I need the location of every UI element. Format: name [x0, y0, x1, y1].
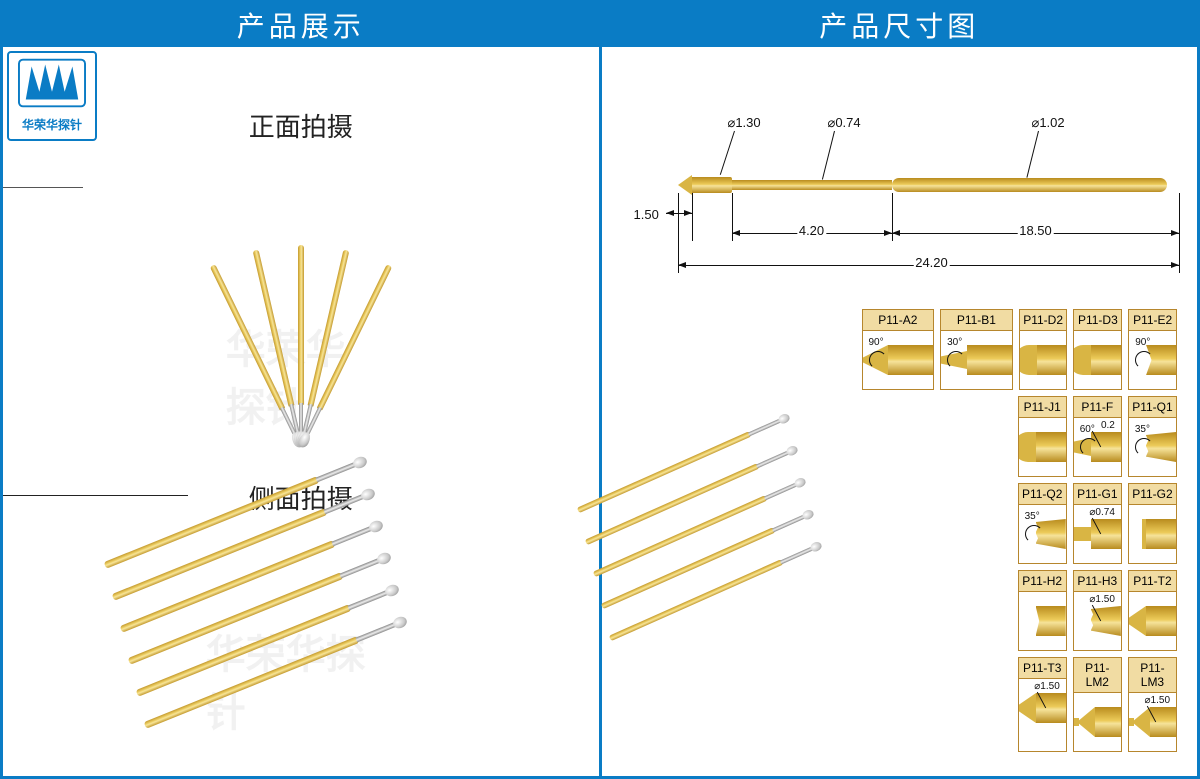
right-header: 产品尺寸图: [602, 3, 1198, 47]
tip-code: P11-Q2: [1019, 484, 1066, 505]
logo-text: 华荣华探针: [13, 116, 91, 133]
tip-cell: P11-F60°0.2: [1073, 396, 1122, 477]
right-body: ⌀1.30 ⌀0.74 ⌀1.02 1.50 4.20 18.50: [602, 47, 1198, 776]
tip-code: P11-A2: [863, 310, 934, 331]
tip-shape: ⌀0.74: [1074, 505, 1121, 563]
tip-code: P11-LM3: [1129, 658, 1176, 693]
tip-cell: P11-LM2: [1073, 657, 1122, 752]
tip-code: P11-T3: [1019, 658, 1066, 679]
left-header: 产品展示: [3, 3, 599, 47]
tip-shape: 35°: [1019, 505, 1066, 563]
tip-shape: [1074, 693, 1121, 751]
dim-tip-len: 1.50: [634, 207, 659, 222]
tip-code: P11-G1: [1074, 484, 1121, 505]
tip-shape: 30°: [941, 331, 1012, 389]
right-column: 产品尺寸图 ⌀1.30 ⌀0.74 ⌀1.02 1.50: [602, 3, 1198, 776]
tip-cell: P11-D3: [1073, 309, 1122, 390]
tip-shape: [1019, 592, 1066, 650]
crown-icon: [18, 57, 86, 109]
brand-logo: 华荣华探针: [7, 51, 97, 141]
dia-barrel: ⌀1.02: [1032, 115, 1065, 131]
tip-shape: [1074, 331, 1121, 389]
probe-fan-front: 华荣华探针: [151, 167, 451, 447]
page-frame: 产品展示 华荣华探针 正面拍摄 华荣华探针 侧面拍摄 华荣华探针 产品尺寸图: [0, 0, 1200, 779]
tip-shape: 90°: [1129, 331, 1176, 389]
tip-cell: P11-H2: [1018, 570, 1067, 651]
probe: [298, 217, 304, 447]
tip-cell: P11-E290°: [1128, 309, 1177, 390]
probe-bundle-right: [608, 487, 868, 717]
dim-shaft: [692, 177, 1168, 193]
tip-code: P11-Q1: [1129, 397, 1176, 418]
tip-cell: P11-T2: [1128, 570, 1177, 651]
tip-code: P11-G2: [1129, 484, 1176, 505]
tip-code: P11-F: [1074, 397, 1121, 418]
tip-shape: [1019, 418, 1066, 476]
tip-row: P11-A290°P11-B130°P11-D2P11-D3P11-E290°: [862, 309, 1178, 390]
tip-shape: 60°0.2: [1074, 418, 1121, 476]
probe-fan-side: 华荣华探针: [111, 532, 491, 772]
tip-row: P11-T3⌀1.50P11-LM2P11-LM3⌀1.50: [862, 657, 1178, 752]
tip-code: P11-D2: [1020, 310, 1067, 331]
tip-shape: 90°: [863, 331, 934, 389]
tip-shape: ⌀1.50: [1129, 693, 1176, 751]
tip-shape: [1020, 331, 1067, 389]
tip-cell: P11-T3⌀1.50: [1018, 657, 1067, 752]
tip-cell: P11-G2: [1128, 483, 1177, 564]
tip-cell: P11-Q235°: [1018, 483, 1067, 564]
tip-row: P11-Q235°P11-G1⌀0.74P11-G2: [862, 483, 1178, 564]
caption-front: 正面拍摄: [249, 107, 353, 144]
tip-cell: P11-G1⌀0.74: [1073, 483, 1122, 564]
tip-code: P11-E2: [1129, 310, 1176, 331]
tip-type-grid: P11-A290°P11-B130°P11-D2P11-D3P11-E290°P…: [862, 309, 1178, 766]
tip-shape: ⌀1.50: [1019, 679, 1066, 737]
rule-small: [3, 187, 83, 188]
tip-code: P11-LM2: [1074, 658, 1121, 693]
tip-cell: P11-D2: [1019, 309, 1068, 390]
tip-code: P11-H3: [1074, 571, 1121, 592]
tip-cell: P11-Q135°: [1128, 396, 1177, 477]
tip-code: P11-T2: [1129, 571, 1176, 592]
tip-cell: P11-LM3⌀1.50: [1128, 657, 1177, 752]
tip-code: P11-H2: [1019, 571, 1066, 592]
tip-row: P11-J1P11-F60°0.2P11-Q135°: [862, 396, 1178, 477]
rule-mid: [3, 495, 188, 496]
tip-cell: P11-B130°: [940, 309, 1013, 390]
tip-cell: P11-A290°: [862, 309, 935, 390]
dimension-drawing: ⌀1.30 ⌀0.74 ⌀1.02 1.50 4.20 18.50: [632, 107, 1178, 287]
tip-shape: 35°: [1129, 418, 1176, 476]
tip-code: P11-B1: [941, 310, 1012, 331]
dia-head: ⌀1.30: [728, 115, 761, 131]
left-column: 产品展示 华荣华探针 正面拍摄 华荣华探针 侧面拍摄 华荣华探针: [3, 3, 602, 776]
tip-shape: ⌀1.50: [1074, 592, 1121, 650]
tip-code: P11-D3: [1074, 310, 1121, 331]
dia-plunger: ⌀0.74: [828, 115, 861, 131]
tip-shape: [1129, 505, 1176, 563]
tip-cell: P11-H3⌀1.50: [1073, 570, 1122, 651]
left-body: 华荣华探针 正面拍摄 华荣华探针 侧面拍摄 华荣华探针: [3, 47, 599, 776]
tip-row: P11-H2 P11-H3⌀1.50 P11-T2: [862, 570, 1178, 651]
tip-code: P11-J1: [1019, 397, 1066, 418]
tip-cell: P11-J1: [1018, 396, 1067, 477]
tip-shape: [1129, 592, 1176, 650]
